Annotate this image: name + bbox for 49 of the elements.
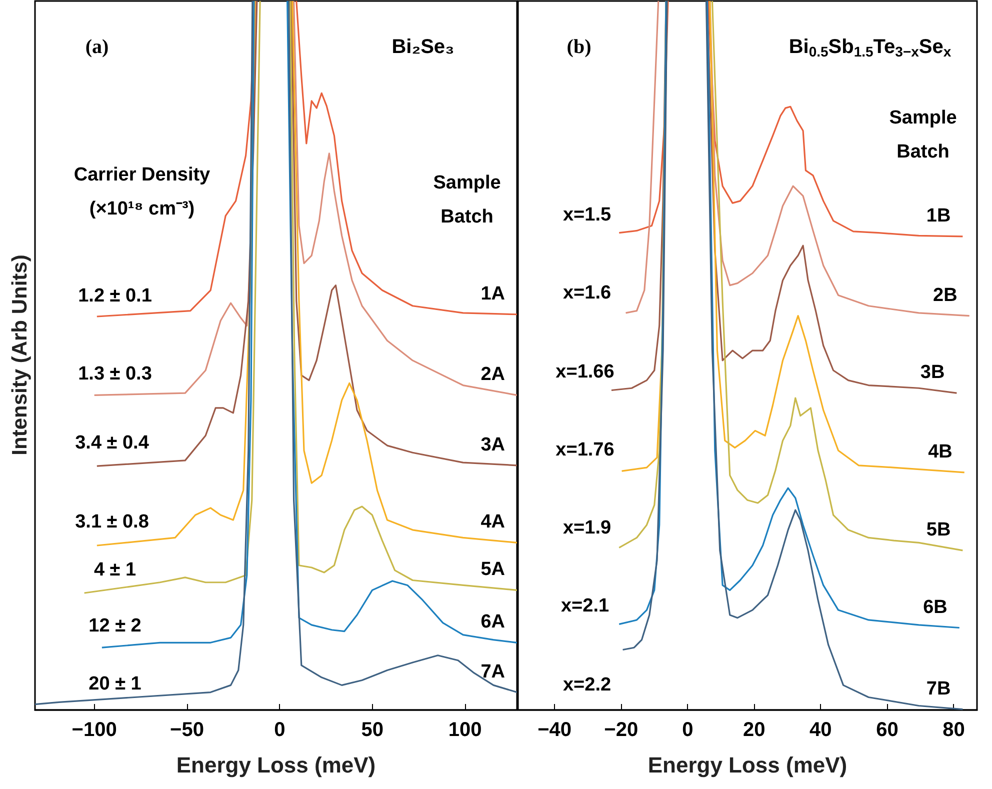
x-tick-label: −40 xyxy=(538,719,572,741)
series-label: 7A xyxy=(480,661,506,682)
annotation: Carrier Density (×10¹⁸ cm⁻³) xyxy=(74,164,211,220)
series-label: 6A xyxy=(480,612,506,633)
x-tick-label: 80 xyxy=(942,719,965,741)
annotation: x=1.6 xyxy=(562,282,612,304)
series-label: 5A xyxy=(480,559,506,580)
annotation: x=1.76 xyxy=(556,440,614,460)
text: Bi₂Se₃ xyxy=(392,36,454,58)
annotation: x=2.2 xyxy=(562,674,612,696)
annotation: 3.4 ± 0.4 xyxy=(75,432,150,454)
x-tick-label: −20 xyxy=(604,719,638,741)
annotation: 20 ± 1 xyxy=(88,674,142,694)
annotation: 3.1 ± 0.8 xyxy=(75,512,149,532)
annotation: Sample Batch xyxy=(889,108,957,162)
annotation: x=1.9 xyxy=(562,518,612,538)
series-label: 3A xyxy=(480,434,506,456)
y-axis-title: Intensity (Arb Units) xyxy=(8,254,32,456)
x-axis-title: Energy Loss (meV) xyxy=(176,752,376,778)
series-label: 1B xyxy=(926,205,951,226)
annotation: Sample Batch xyxy=(433,172,501,228)
x-tick-label: 40 xyxy=(810,719,832,741)
x-tick-label: 0 xyxy=(274,719,286,741)
series-label: 5B xyxy=(926,519,951,540)
series-label: 3B xyxy=(920,362,945,384)
annotation: 4 ± 1 xyxy=(94,560,136,580)
series-label: 1A xyxy=(480,283,506,304)
x-tick-label: −50 xyxy=(170,719,204,741)
annotation: x=1.66 xyxy=(556,362,614,382)
x-tick-label: 100 xyxy=(448,719,482,741)
series-label: 2B xyxy=(933,284,958,306)
x-axis-title: Energy Loss (meV) xyxy=(648,752,848,778)
text: (b) xyxy=(566,36,592,58)
series-label: 2A xyxy=(480,364,506,386)
annotation: 1.3 ± 0.3 xyxy=(78,364,152,384)
text: (a) xyxy=(85,36,109,58)
series-label: 4B xyxy=(928,441,952,462)
series-label: 6B xyxy=(923,596,948,618)
series-label: 4A xyxy=(480,512,506,533)
annotation: x=1.5 xyxy=(562,204,612,226)
annotation: x=2.1 xyxy=(560,596,610,616)
series-label: 7B xyxy=(926,678,951,700)
x-tick-label: 50 xyxy=(361,719,384,741)
x-tick-label: −100 xyxy=(72,719,117,741)
annotation: 1.2 ± 0.1 xyxy=(78,286,152,306)
x-tick-label: 60 xyxy=(876,719,898,741)
annotation: 12 ± 2 xyxy=(88,616,142,636)
x-tick-label: 20 xyxy=(743,719,766,741)
x-tick-label: 0 xyxy=(682,719,694,741)
